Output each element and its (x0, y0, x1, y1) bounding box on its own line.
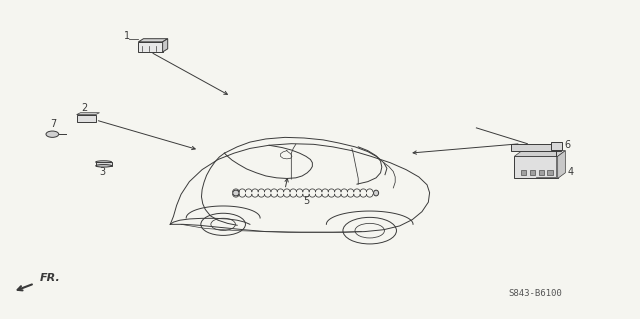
Text: 3: 3 (99, 167, 105, 177)
FancyBboxPatch shape (511, 144, 561, 151)
Ellipse shape (374, 190, 379, 196)
FancyBboxPatch shape (515, 156, 557, 178)
Text: 6: 6 (564, 140, 571, 151)
FancyBboxPatch shape (521, 170, 527, 175)
Polygon shape (163, 39, 168, 52)
Text: 7: 7 (50, 119, 56, 129)
FancyBboxPatch shape (530, 170, 536, 175)
Polygon shape (138, 39, 168, 42)
Polygon shape (515, 151, 565, 156)
FancyBboxPatch shape (138, 42, 163, 52)
Ellipse shape (96, 165, 111, 167)
FancyBboxPatch shape (77, 115, 96, 122)
Text: S843-B6100: S843-B6100 (509, 289, 563, 298)
Ellipse shape (233, 190, 239, 196)
Polygon shape (77, 113, 100, 115)
Text: 5: 5 (303, 196, 309, 206)
Text: 4: 4 (568, 167, 574, 177)
FancyBboxPatch shape (539, 170, 544, 175)
Circle shape (46, 131, 59, 137)
Ellipse shape (96, 161, 111, 163)
FancyBboxPatch shape (550, 142, 562, 150)
Polygon shape (557, 151, 565, 178)
FancyBboxPatch shape (547, 170, 553, 175)
Text: FR.: FR. (40, 273, 60, 283)
FancyBboxPatch shape (96, 162, 111, 166)
Text: 2: 2 (82, 103, 88, 114)
Text: 1: 1 (124, 31, 131, 41)
